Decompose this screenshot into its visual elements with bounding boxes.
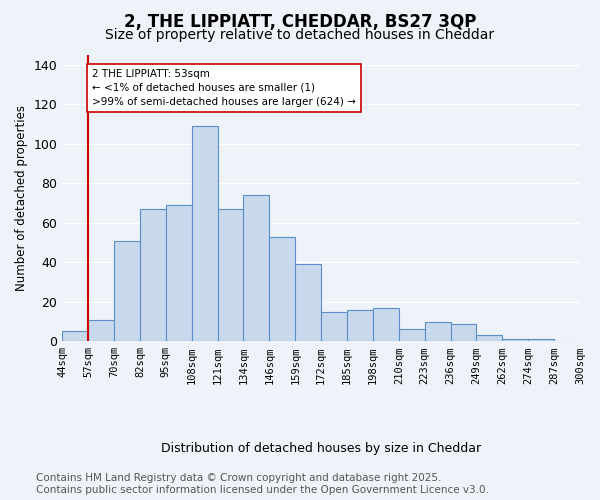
- Bar: [192, 126, 218, 342]
- Bar: [373, 308, 399, 342]
- Bar: [166, 205, 192, 342]
- Y-axis label: Number of detached properties: Number of detached properties: [15, 105, 28, 291]
- Bar: [321, 312, 347, 342]
- Bar: [62, 332, 88, 342]
- Text: 2 THE LIPPIATT: 53sqm
← <1% of detached houses are smaller (1)
>99% of semi-deta: 2 THE LIPPIATT: 53sqm ← <1% of detached …: [92, 69, 356, 107]
- Bar: [425, 322, 451, 342]
- Bar: [269, 236, 295, 342]
- Bar: [502, 340, 528, 342]
- Bar: [295, 264, 321, 342]
- Bar: [347, 310, 373, 342]
- Bar: [451, 324, 476, 342]
- Bar: [218, 209, 244, 342]
- Bar: [140, 209, 166, 342]
- Bar: [114, 240, 140, 342]
- Bar: [528, 340, 554, 342]
- X-axis label: Distribution of detached houses by size in Cheddar: Distribution of detached houses by size …: [161, 442, 481, 455]
- Bar: [244, 195, 269, 342]
- Bar: [399, 330, 425, 342]
- Text: Size of property relative to detached houses in Cheddar: Size of property relative to detached ho…: [106, 28, 494, 42]
- Text: 2, THE LIPPIATT, CHEDDAR, BS27 3QP: 2, THE LIPPIATT, CHEDDAR, BS27 3QP: [124, 12, 476, 30]
- Text: Contains HM Land Registry data © Crown copyright and database right 2025.
Contai: Contains HM Land Registry data © Crown c…: [36, 474, 489, 495]
- Bar: [476, 336, 502, 342]
- Bar: [88, 320, 114, 342]
